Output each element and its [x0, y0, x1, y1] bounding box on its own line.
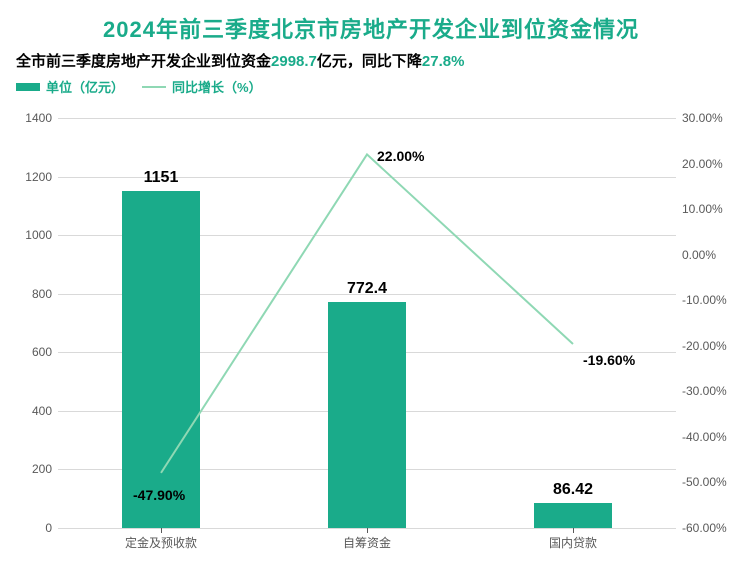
legend-line-label: 同比增长（%） [172, 77, 262, 96]
subtitle-prefix: 全市前三季度房地产开发企业到位资金 [16, 53, 271, 70]
growth-line [161, 154, 573, 472]
chart-subtitle: 全市前三季度房地产开发企业到位资金2998.7亿元，同比下降27.8% [16, 50, 726, 71]
x-category-label: 自筹资金 [343, 534, 391, 551]
y-right-tick-label: 10.00% [682, 202, 723, 216]
line-value-label: -47.90% [133, 487, 185, 503]
subtitle-mid: 亿元，同比下降 [317, 53, 422, 70]
y-right-tick-label: -50.00% [682, 475, 727, 489]
x-category-label: 定金及预收款 [125, 534, 197, 551]
y-left-tick-label: 1000 [25, 228, 52, 242]
y-right-tick-label: 20.00% [682, 157, 723, 171]
y-left-tick-label: 0 [45, 521, 52, 535]
y-right-tick-label: -20.00% [682, 339, 727, 353]
plot-area: 0200400600800100012001400-60.00%-50.00%-… [58, 118, 676, 528]
y-right-tick-label: 0.00% [682, 248, 716, 262]
legend-bar-swatch [16, 83, 40, 91]
subtitle-pct: 27.8% [422, 53, 465, 70]
y-left-tick-label: 400 [32, 404, 52, 418]
x-category-label: 国内贷款 [549, 534, 597, 551]
legend-line-swatch [142, 86, 166, 88]
x-tick [367, 528, 368, 533]
y-left-tick-label: 1200 [25, 170, 52, 184]
legend: 单位（亿元） 同比增长（%） [16, 77, 726, 96]
y-right-tick-label: -10.00% [682, 293, 727, 307]
legend-line-item: 同比增长（%） [142, 77, 262, 96]
y-right-tick-label: 30.00% [682, 111, 723, 125]
chart-container: 2024年前三季度北京市房地产开发企业到位资金情况 全市前三季度房地产开发企业到… [0, 0, 742, 568]
y-right-tick-label: -30.00% [682, 384, 727, 398]
y-right-tick-label: -40.00% [682, 430, 727, 444]
legend-bar-item: 单位（亿元） [16, 77, 124, 96]
chart-title: 2024年前三季度北京市房地产开发企业到位资金情况 [16, 12, 726, 44]
subtitle-value: 2998.7 [271, 53, 317, 70]
y-right-tick-label: -60.00% [682, 521, 727, 535]
line-value-label: -19.60% [583, 352, 635, 368]
x-tick [573, 528, 574, 533]
line-value-label: 22.00% [377, 148, 424, 164]
legend-bar-label: 单位（亿元） [46, 77, 124, 96]
y-left-tick-label: 800 [32, 287, 52, 301]
y-left-tick-label: 1400 [25, 111, 52, 125]
y-left-tick-label: 600 [32, 345, 52, 359]
y-left-tick-label: 200 [32, 462, 52, 476]
x-tick [161, 528, 162, 533]
line-layer [58, 118, 676, 528]
